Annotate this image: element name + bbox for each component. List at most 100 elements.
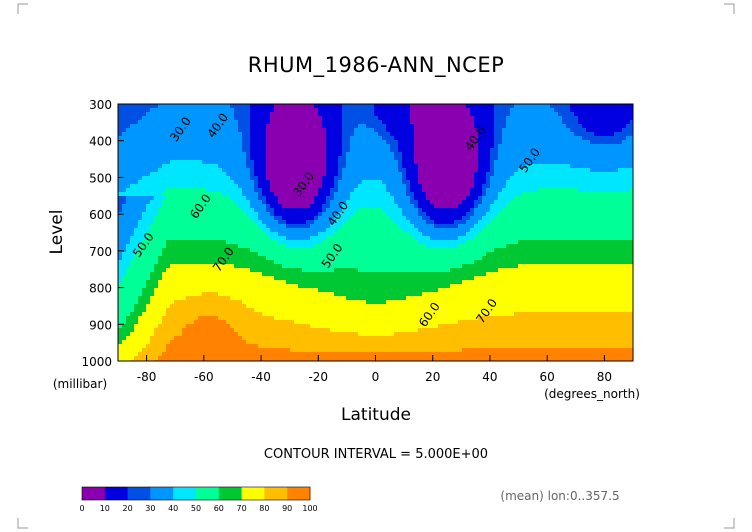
contour-cell — [166, 328, 171, 333]
contour-cell — [298, 160, 303, 165]
contour-cell — [166, 148, 171, 153]
contour-cell — [322, 324, 327, 329]
contour-cell — [322, 264, 327, 269]
contour-cell — [178, 116, 183, 121]
contour-cell — [386, 220, 391, 225]
contour-cell — [362, 308, 367, 313]
contour-cell — [154, 232, 159, 237]
contour-cell — [126, 104, 131, 109]
contour-cell — [154, 224, 159, 229]
contour-cell — [394, 280, 399, 285]
contour-cell — [410, 160, 415, 165]
contour-cell — [386, 276, 391, 281]
contour-cell — [194, 168, 199, 173]
contour-cell — [130, 196, 135, 201]
contour-cell — [198, 352, 203, 357]
contour-cell — [402, 344, 407, 349]
contour-cell — [306, 308, 311, 313]
contour-cell — [182, 292, 187, 297]
contour-cell — [290, 216, 295, 221]
contour-cell — [290, 308, 295, 313]
contour-cell — [214, 164, 219, 169]
contour-cell — [378, 284, 383, 289]
contour-cell — [346, 224, 351, 229]
contour-cell — [342, 256, 347, 261]
contour-cell — [390, 352, 395, 357]
contour-cell — [346, 184, 351, 189]
contour-cell — [218, 208, 223, 213]
contour-cell — [422, 116, 427, 121]
contour-cell — [162, 112, 167, 117]
contour-cell — [154, 184, 159, 189]
contour-cell — [418, 120, 423, 125]
contour-cell — [382, 244, 387, 249]
contour-cell — [222, 224, 227, 229]
contour-cell — [134, 248, 139, 253]
contour-cell — [194, 252, 199, 257]
contour-cell — [230, 348, 235, 353]
contour-cell — [170, 140, 175, 145]
contour-cell — [170, 236, 175, 241]
contour-cell — [250, 292, 255, 297]
contour-cell — [122, 204, 127, 209]
contour-cell — [274, 344, 279, 349]
contour-cell — [338, 148, 343, 153]
contour-cell — [346, 272, 351, 277]
contour-cell — [146, 308, 151, 313]
contour-cell — [326, 260, 331, 265]
contour-cell — [342, 216, 347, 221]
contour-cell — [262, 324, 267, 329]
contour-cell — [198, 164, 203, 169]
contour-cell — [398, 324, 403, 329]
contour-cell — [194, 244, 199, 249]
contour-cell — [194, 112, 199, 117]
contour-cell — [118, 104, 123, 109]
contour-cell — [346, 144, 351, 149]
contour-cell — [122, 240, 127, 245]
contour-cell — [158, 116, 163, 121]
contour-cell — [242, 304, 247, 309]
contour-cell — [338, 152, 343, 157]
contour-cell — [166, 280, 171, 285]
contour-cell — [234, 236, 239, 241]
contour-cell — [310, 328, 315, 333]
contour-cell — [122, 132, 127, 137]
contour-cell — [370, 232, 375, 237]
contour-cell — [174, 272, 179, 277]
contour-cell — [334, 104, 339, 109]
contour-cell — [314, 124, 319, 129]
contour-cell — [422, 264, 427, 269]
contour-cell — [262, 140, 267, 145]
contour-cell — [266, 216, 271, 221]
contour-cell — [350, 192, 355, 197]
contour-cell — [254, 260, 259, 265]
contour-cell — [250, 200, 255, 205]
contour-cell — [130, 104, 135, 109]
contour-cell — [382, 344, 387, 349]
contour-cell — [206, 268, 211, 273]
contour-cell — [150, 188, 155, 193]
contour-cell — [210, 124, 215, 129]
contour-cell — [222, 104, 227, 109]
contour-cell — [310, 344, 315, 349]
contour-cell — [326, 332, 331, 337]
contour-cell — [222, 340, 227, 345]
contour-cell — [234, 148, 239, 153]
contour-cell — [126, 260, 131, 265]
contour-cell — [342, 188, 347, 193]
contour-cell — [302, 204, 307, 209]
contour-cell — [194, 236, 199, 241]
contour-cell — [174, 284, 179, 289]
contour-cell — [418, 240, 423, 245]
contour-cell — [210, 164, 215, 169]
contour-cell — [418, 172, 423, 177]
contour-cell — [230, 320, 235, 325]
contour-cell — [278, 352, 283, 357]
contour-cell — [130, 344, 135, 349]
contour-cell — [226, 276, 231, 281]
contour-cell — [118, 208, 123, 213]
contour-cell — [254, 252, 259, 257]
contour-cell — [162, 236, 167, 241]
contour-cell — [418, 112, 423, 117]
contour-cell — [122, 356, 127, 361]
